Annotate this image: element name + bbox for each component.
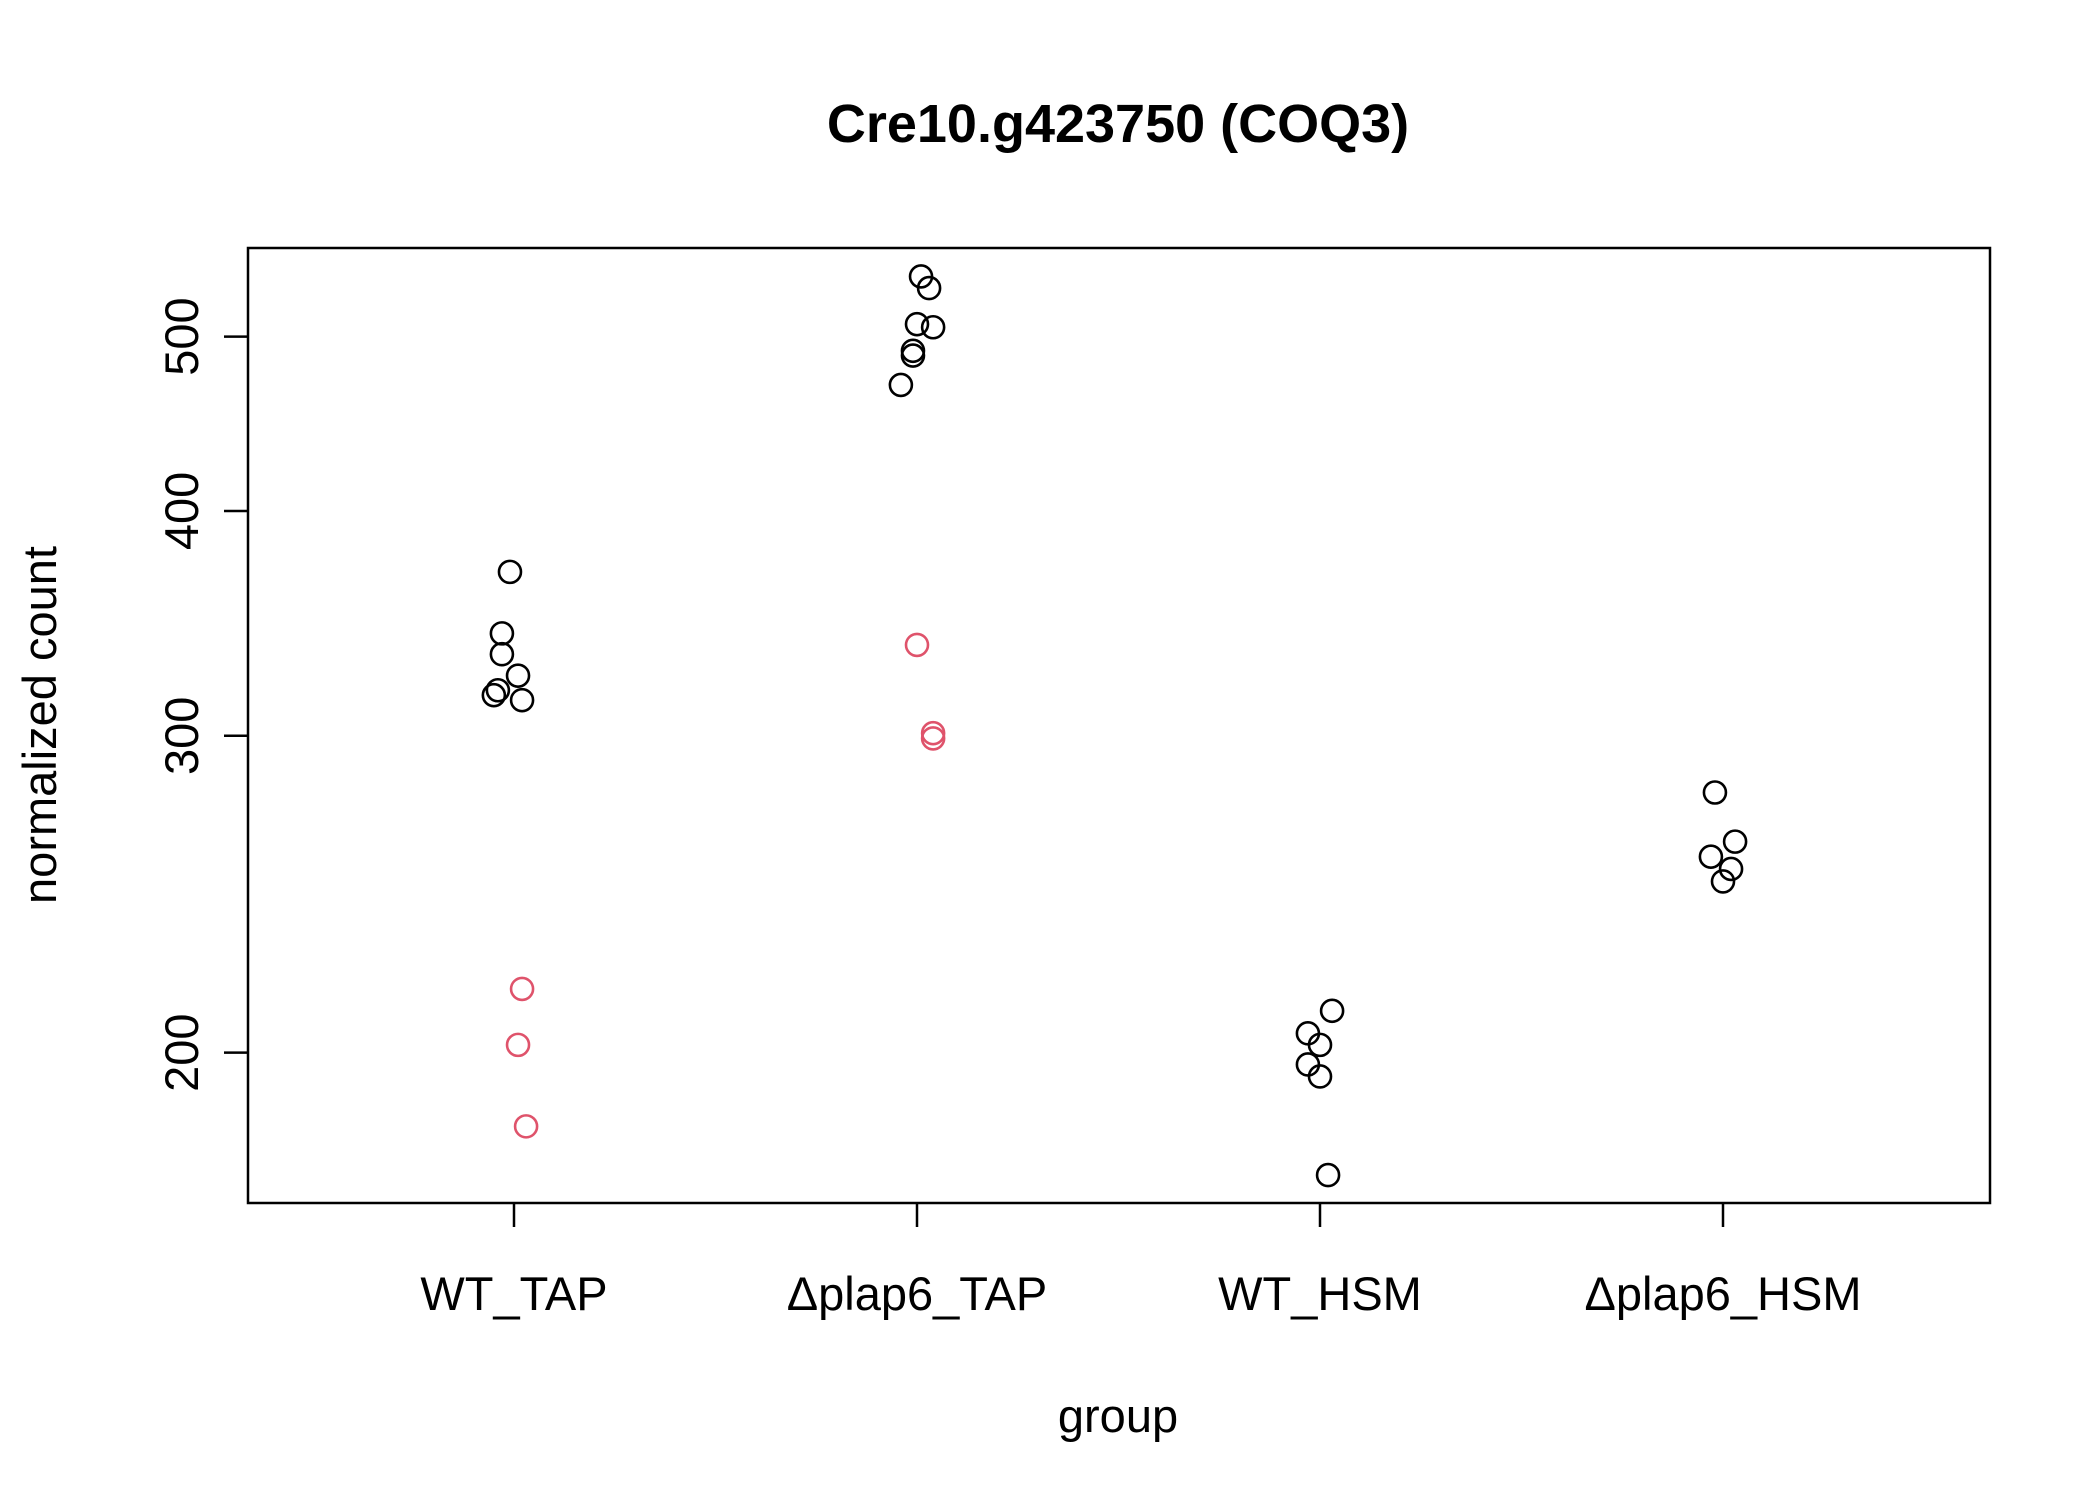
data-point <box>481 682 507 708</box>
chart-title: Cre10.g423750 (COQ3) <box>827 94 1409 154</box>
y-tick-label: 200 <box>155 1013 208 1091</box>
data-point <box>1307 1064 1333 1089</box>
y-tick-label: 300 <box>155 697 208 775</box>
data-point <box>489 621 515 646</box>
data-point <box>513 1114 539 1139</box>
y-tick-label: 400 <box>155 472 208 550</box>
x-tick-label: Δplap6_HSM <box>1585 1267 1862 1320</box>
data-point <box>900 343 926 368</box>
y-tick-label: 500 <box>155 297 208 375</box>
data-points <box>481 264 1748 1188</box>
data-point <box>1718 856 1744 882</box>
data-point <box>1319 998 1345 1024</box>
x-axis: WT_TAP Δplap6_TAP WT_HSM Δplap6_HSM <box>420 1203 1861 1320</box>
data-point <box>1702 780 1728 805</box>
data-point <box>489 641 515 667</box>
y-axis: 200 300 400 500 <box>155 297 248 1092</box>
data-point <box>1307 1032 1333 1058</box>
data-point <box>509 976 535 1002</box>
data-point <box>920 720 946 746</box>
data-point <box>916 275 942 301</box>
data-point <box>900 338 926 364</box>
x-tick-label: WT_HSM <box>1218 1267 1422 1320</box>
data-point <box>485 677 511 703</box>
x-tick-label: WT_TAP <box>420 1267 607 1320</box>
data-point <box>904 311 930 337</box>
plot-area-frame <box>246 246 1992 1205</box>
data-point <box>1698 844 1724 869</box>
x-axis-label: group <box>1058 1389 1178 1442</box>
data-point <box>1710 869 1736 894</box>
data-point <box>497 559 523 585</box>
data-point <box>1295 1052 1321 1077</box>
data-point <box>1722 829 1748 854</box>
y-axis-label: normalized count <box>13 546 66 904</box>
data-point <box>920 314 946 340</box>
data-point <box>505 663 531 688</box>
data-point <box>888 372 914 398</box>
x-tick-label: Δplap6_TAP <box>787 1267 1047 1320</box>
data-point <box>1315 1162 1341 1188</box>
data-point <box>509 687 535 713</box>
data-point <box>1295 1021 1321 1046</box>
data-point <box>920 726 946 751</box>
data-point <box>505 1032 531 1058</box>
data-point <box>904 632 930 658</box>
